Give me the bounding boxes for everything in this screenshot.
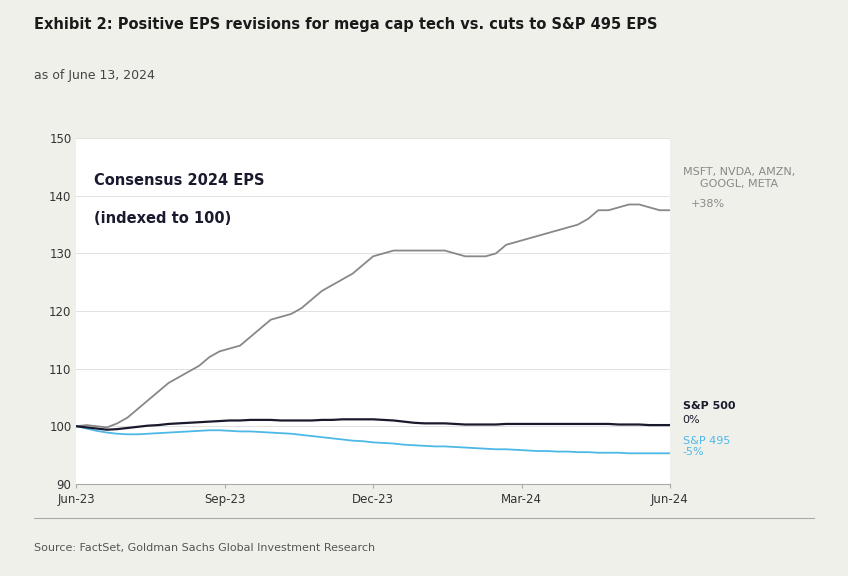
Text: -5%: -5% [683, 447, 705, 457]
Text: Consensus 2024 EPS: Consensus 2024 EPS [94, 173, 265, 188]
Text: Source: FactSet, Goldman Sachs Global Investment Research: Source: FactSet, Goldman Sachs Global In… [34, 543, 375, 553]
Text: as of June 13, 2024: as of June 13, 2024 [34, 69, 155, 82]
Text: +38%: +38% [691, 199, 725, 210]
Text: Exhibit 2: Positive EPS revisions for mega cap tech vs. cuts to S&P 495 EPS: Exhibit 2: Positive EPS revisions for me… [34, 17, 657, 32]
Text: 0%: 0% [683, 415, 700, 426]
Text: S&P 495: S&P 495 [683, 435, 730, 446]
Text: S&P 500: S&P 500 [683, 401, 735, 411]
Text: (indexed to 100): (indexed to 100) [94, 211, 232, 226]
Text: MSFT, NVDA, AMZN,
GOOGL, META: MSFT, NVDA, AMZN, GOOGL, META [683, 167, 795, 189]
